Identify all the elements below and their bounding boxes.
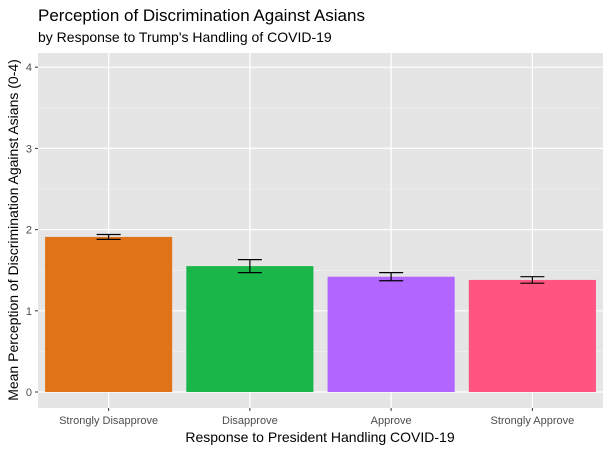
x-tick-label: Strongly Approve [490, 415, 574, 427]
y-axis-title: Mean Perception of Discrimination Agains… [5, 59, 21, 401]
bar-approve [327, 276, 455, 392]
x-axis: Strongly Disapprove Disapprove Approve Stro… [59, 408, 574, 427]
x-tick-label: Disapprove [222, 415, 278, 427]
y-tick-label: 1 [26, 306, 32, 318]
y-tick-label: 0 [26, 387, 32, 399]
bar-disapprove [186, 266, 314, 392]
y-tick-label: 2 [26, 225, 32, 237]
error-bar [237, 259, 262, 274]
bar-strongly-approve [468, 279, 596, 392]
chart-title: Perception of Discrimination Against Asi… [38, 6, 365, 25]
y-axis: 0 1 2 3 4 [26, 62, 38, 399]
x-tick-label: Strongly Disapprove [59, 415, 158, 427]
chart-subtitle: by Response to Trump's Handling of COVID… [38, 29, 332, 45]
x-tick-label: Approve [371, 415, 412, 427]
error-bar [379, 272, 404, 282]
error-bar [520, 276, 545, 284]
error-bar [96, 233, 121, 240]
bar-strongly-disapprove [45, 236, 173, 392]
y-tick-label: 4 [26, 62, 32, 74]
y-tick-label: 3 [26, 143, 32, 155]
x-axis-title: Response to President Handling COVID-19 [185, 429, 454, 445]
error-bars [96, 233, 545, 284]
bars [45, 236, 596, 392]
